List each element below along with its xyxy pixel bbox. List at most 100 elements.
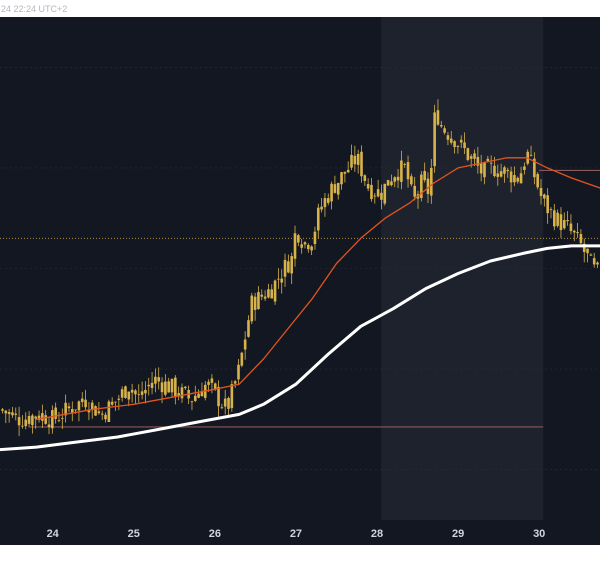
- candle-body: [483, 162, 486, 178]
- candle-body: [4, 410, 8, 414]
- candle-body: [24, 419, 28, 427]
- candle-body: [406, 162, 410, 180]
- candle-body: [174, 377, 177, 397]
- candle-body: [27, 416, 31, 424]
- candle-body: [556, 212, 559, 226]
- x-tick-label: 27: [290, 528, 302, 540]
- candle-body: [267, 289, 270, 298]
- candle-body: [100, 413, 104, 415]
- candle-body: [177, 393, 180, 396]
- candle-body: [190, 401, 194, 403]
- candle-body: [493, 165, 496, 177]
- candle-body: [273, 280, 277, 302]
- candle-body: [513, 175, 516, 183]
- candle-body: [97, 411, 101, 414]
- candle-body: [499, 171, 503, 177]
- candle-body: [110, 401, 114, 405]
- candle-body: [539, 187, 543, 196]
- candle-body: [463, 142, 466, 149]
- candle-body: [543, 194, 546, 199]
- candle-body: [247, 320, 250, 337]
- candle-body: [473, 153, 476, 159]
- candle-body: [326, 198, 330, 203]
- candle-body: [436, 110, 440, 125]
- candle-body: [64, 402, 67, 416]
- candle-body: [343, 171, 347, 174]
- candle-body: [227, 397, 230, 409]
- candle-body: [400, 160, 403, 182]
- candle-body: [330, 183, 333, 202]
- candle-body: [184, 386, 187, 389]
- candle-body: [51, 410, 54, 429]
- candle-body: [280, 278, 284, 283]
- moving-average-layer: [0, 157, 600, 452]
- candle-body: [446, 135, 450, 140]
- candle-body: [333, 184, 337, 193]
- candle-body: [114, 401, 117, 403]
- candle-body: [546, 195, 549, 214]
- candle-body: [104, 414, 107, 420]
- candle-body: [350, 154, 353, 168]
- x-tick-label: 29: [452, 528, 464, 540]
- candle-body: [74, 409, 77, 411]
- candle-body: [396, 176, 400, 181]
- candle-body: [220, 407, 224, 409]
- candle-body: [77, 401, 81, 411]
- candle-body: [423, 170, 426, 181]
- candle-body: [456, 145, 460, 147]
- candle-body: [297, 235, 300, 243]
- candle-body: [336, 182, 340, 195]
- candle-body: [233, 381, 237, 384]
- candle-body: [320, 206, 323, 210]
- candle-body: [562, 220, 566, 229]
- candle-body: [356, 153, 360, 165]
- candle-body: [124, 386, 127, 398]
- candle-body: [150, 382, 154, 389]
- candle-body: [449, 138, 453, 143]
- candle-body: [509, 171, 513, 183]
- candle-body: [316, 207, 320, 231]
- candle-body: [87, 409, 91, 413]
- candle-body: [579, 233, 583, 244]
- candle-body: [433, 112, 436, 167]
- candle-body: [370, 184, 373, 200]
- candle-body: [154, 376, 157, 384]
- candle-body: [250, 295, 254, 322]
- candle-body: [496, 173, 500, 177]
- candle-body: [363, 175, 367, 181]
- candle-body: [144, 389, 147, 394]
- candle-body: [300, 244, 303, 248]
- candle-body: [127, 391, 131, 400]
- chart-frame: 24 22:24 UTC+2 24 25 26 27 28 29 30: [0, 0, 600, 545]
- x-tick-label: 28: [371, 528, 383, 540]
- candle-body: [536, 174, 539, 188]
- candle-body: [67, 406, 71, 409]
- candle-body: [223, 398, 227, 407]
- candle-body: [193, 395, 197, 401]
- x-tick-label: 30: [533, 528, 545, 540]
- candle-body: [70, 409, 74, 413]
- candle-body: [529, 154, 533, 156]
- candle-body: [197, 393, 200, 398]
- candle-body: [217, 386, 220, 407]
- candle-body: [130, 389, 134, 393]
- candle-body: [257, 292, 260, 310]
- candle-body: [340, 172, 343, 185]
- candle-layer: [1, 99, 599, 437]
- candle-body: [253, 296, 257, 310]
- candle-body: [443, 128, 446, 133]
- candle-body: [147, 384, 151, 387]
- candle-body: [230, 384, 234, 409]
- candle-body: [323, 198, 327, 208]
- x-axis-background: [0, 520, 600, 545]
- candle-body: [572, 230, 576, 233]
- candle-body: [310, 246, 313, 251]
- candle-body: [263, 296, 267, 299]
- candle-body: [386, 180, 390, 186]
- candle-body: [453, 141, 456, 148]
- candle-body: [439, 125, 443, 127]
- candle-body: [167, 381, 170, 393]
- candle-body: [479, 162, 483, 174]
- candle-body: [303, 242, 307, 245]
- candlestick-chart[interactable]: 24 22:24 UTC+2 24 25 26 27 28 29 30: [0, 0, 600, 545]
